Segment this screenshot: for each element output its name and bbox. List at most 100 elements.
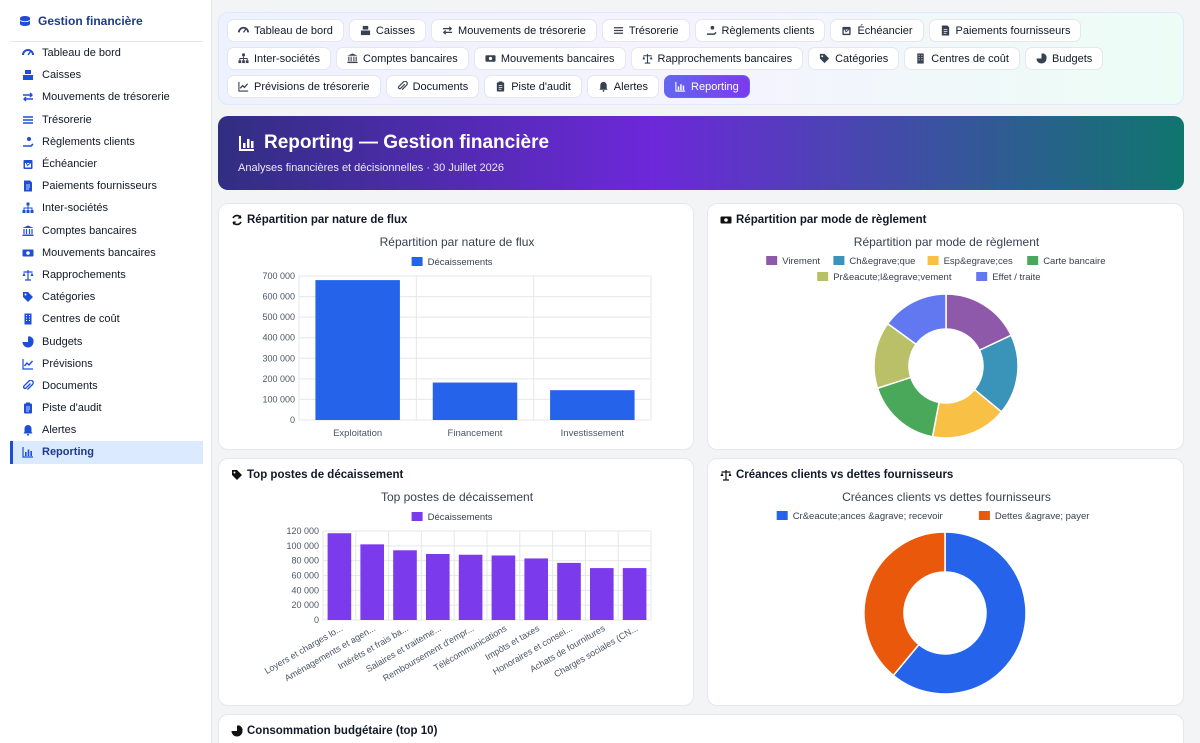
card-title-text: Top postes de décaissement bbox=[247, 469, 404, 481]
sidebar-item-comptes-bancaires[interactable]: Comptes bancaires bbox=[10, 220, 203, 242]
tab-label: Inter-sociétés bbox=[254, 52, 321, 65]
bar bbox=[360, 544, 385, 620]
tab-label: Centres de coût bbox=[931, 52, 1009, 65]
chart-flux: Répartition par nature de flux Décaisseme… bbox=[262, 235, 652, 439]
card-title-text: Créances clients vs dettes fournisseurs bbox=[736, 469, 954, 481]
page-banner: Reporting — Gestion financière Analyses … bbox=[218, 116, 1184, 190]
y-tick-label: 600 000 bbox=[262, 292, 295, 302]
y-tick-label: 60 000 bbox=[291, 571, 319, 581]
y-tick-label: 0 bbox=[314, 615, 319, 625]
tab-comptes-bancaires[interactable]: Comptes bancaires bbox=[336, 47, 469, 70]
tab-categories[interactable]: Catégories bbox=[808, 47, 900, 70]
y-tick-label: 40 000 bbox=[291, 585, 319, 595]
tab-tableau-de-bord[interactable]: Tableau de bord bbox=[227, 19, 344, 42]
card-creances: Créances clients vs dettes fournisseurs … bbox=[707, 458, 1184, 706]
card-title-modes: Répartition par mode de règlement bbox=[720, 214, 926, 226]
sidebar-item-documents[interactable]: Documents bbox=[10, 375, 203, 397]
tab-label: Tableau de bord bbox=[254, 24, 333, 37]
bar-chart-icon bbox=[675, 81, 686, 92]
bell-icon bbox=[22, 424, 34, 437]
tab-label: Alertes bbox=[613, 80, 649, 93]
sidebar-item-rapprochements[interactable]: Rapprochements bbox=[10, 264, 203, 286]
sidebar-item-reglements-clients[interactable]: Règlements clients bbox=[10, 131, 203, 153]
sidebar-item-inter-societes[interactable]: Inter-sociétés bbox=[10, 197, 203, 219]
cash-register-icon bbox=[22, 69, 34, 81]
tab-piste-d-audit[interactable]: Piste d'audit bbox=[484, 75, 582, 98]
x-tick-label: Investissement bbox=[561, 428, 625, 439]
sidebar-item-mouvements-de-tresorerie[interactable]: Mouvements de trésorerie bbox=[10, 86, 203, 108]
tab-mouvements-de-tresorerie[interactable]: Mouvements de trésorerie bbox=[431, 19, 597, 42]
sidebar-item-label: Piste d'audit bbox=[42, 402, 102, 415]
bar bbox=[524, 558, 549, 620]
sidebar-item-paiements-fournisseurs[interactable]: Paiements fournisseurs bbox=[10, 175, 203, 197]
card-title-budget: Consommation budgétaire (top 10) bbox=[231, 725, 437, 737]
legend-label: Effet / traite bbox=[992, 272, 1040, 283]
chart-postes: Top postes de décaissement Décaissements 0… bbox=[263, 490, 652, 683]
tab-inter-societes[interactable]: Inter-sociétés bbox=[227, 47, 332, 70]
sidebar-item-piste-d-audit[interactable]: Piste d'audit bbox=[10, 397, 203, 419]
tab-alertes[interactable]: Alertes bbox=[586, 75, 660, 98]
tab-tresorerie[interactable]: Trésorerie bbox=[601, 19, 690, 42]
page-title-text: Reporting — Gestion financière bbox=[264, 132, 550, 153]
chart-modes: Répartition par mode de règlement Viremen… bbox=[766, 235, 1106, 439]
sidebar-item-caisses[interactable]: Caisses bbox=[10, 64, 203, 86]
tab-label: Reporting bbox=[691, 80, 739, 93]
tab-label: Prévisions de trésorerie bbox=[254, 80, 370, 93]
tab-reporting[interactable]: Reporting bbox=[664, 75, 750, 98]
sidebar-item-label: Mouvements bancaires bbox=[42, 246, 156, 259]
y-tick-label: 100 000 bbox=[286, 541, 319, 551]
sidebar-item-label: Inter-sociétés bbox=[42, 202, 109, 215]
chart-title: Répartition par mode de règlement bbox=[854, 235, 1040, 249]
card-budget: Consommation budgétaire (top 10) bbox=[218, 714, 1184, 743]
tab-label: Caisses bbox=[375, 24, 416, 37]
page-subtitle: Analyses financières et décisionnelles ·… bbox=[238, 162, 504, 174]
tab-reglements-clients[interactable]: Règlements clients bbox=[694, 19, 826, 42]
tags-icon bbox=[231, 469, 243, 481]
bar bbox=[622, 568, 647, 620]
bar bbox=[393, 550, 417, 620]
sidebar-item-centres-de-cout[interactable]: Centres de coût bbox=[10, 308, 203, 330]
sidebar-item-echeancier[interactable]: Échéancier bbox=[10, 153, 203, 175]
sidebar-item-previsions[interactable]: Prévisions bbox=[10, 353, 203, 375]
tab-label: Documents bbox=[412, 80, 469, 93]
calendar-icon bbox=[22, 158, 34, 170]
sidebar-item-tableau-de-bord[interactable]: Tableau de bord bbox=[10, 42, 203, 64]
legend-swatch bbox=[927, 256, 939, 265]
sidebar-item-alertes[interactable]: Alertes bbox=[10, 419, 203, 441]
sidebar-item-mouvements-bancaires[interactable]: Mouvements bancaires bbox=[10, 242, 203, 264]
sidebar-item-label: Reporting bbox=[42, 446, 94, 459]
tab-previsions-de-tresorerie[interactable]: Prévisions de trésorerie bbox=[227, 75, 381, 98]
y-tick-label: 300 000 bbox=[262, 353, 295, 363]
bar-chart-icon bbox=[238, 134, 256, 152]
sidebar-item-label: Trésorerie bbox=[42, 113, 92, 126]
tab-rapprochements-bancaires[interactable]: Rapprochements bancaires bbox=[630, 47, 804, 70]
cash-register-icon bbox=[360, 25, 371, 36]
sitemap-icon bbox=[22, 202, 34, 214]
brand[interactable]: Gestion financière bbox=[10, 0, 203, 42]
tab-caisses[interactable]: Caisses bbox=[348, 19, 427, 42]
sidebar-item-tresorerie[interactable]: Trésorerie bbox=[10, 109, 203, 131]
sidebar-item-budgets[interactable]: Budgets bbox=[10, 330, 203, 352]
tab-centres-de-cout[interactable]: Centres de coût bbox=[904, 47, 1020, 70]
y-tick-label: 500 000 bbox=[262, 312, 295, 322]
pie-slice bbox=[892, 531, 1027, 695]
legend-swatch bbox=[411, 512, 423, 521]
card-flux: Répartition par nature de flux Répartiti… bbox=[218, 203, 694, 450]
sidebar-item-label: Documents bbox=[42, 379, 98, 392]
sidebar-item-reporting[interactable]: Reporting bbox=[10, 441, 203, 464]
tab-echeancier[interactable]: Échéancier bbox=[830, 19, 924, 42]
tab-mouvements-bancaires[interactable]: Mouvements bancaires bbox=[473, 47, 626, 70]
module-tabs: Tableau de bord Caisses Mouvements de trés… bbox=[218, 12, 1184, 105]
sidebar-nav: Tableau de bord Caisses Mouvements de trés… bbox=[0, 42, 211, 464]
chart-creances: Créances clients vs dettes fournisseurs C… bbox=[776, 490, 1089, 695]
tab-budgets[interactable]: Budgets bbox=[1024, 47, 1104, 70]
sidebar-item-categories[interactable]: Catégories bbox=[10, 286, 203, 308]
tags-icon bbox=[819, 53, 830, 64]
tab-paiements-fournisseurs[interactable]: Paiements fournisseurs bbox=[928, 19, 1082, 42]
tab-documents[interactable]: Documents bbox=[385, 75, 480, 98]
invoice-icon bbox=[940, 25, 951, 36]
tab-label: Paiements fournisseurs bbox=[955, 24, 1071, 37]
hand-coin-icon bbox=[706, 25, 717, 36]
card-title-flux: Répartition par nature de flux bbox=[231, 214, 407, 226]
card-modes: Répartition par mode de règlement Répart… bbox=[707, 203, 1184, 450]
